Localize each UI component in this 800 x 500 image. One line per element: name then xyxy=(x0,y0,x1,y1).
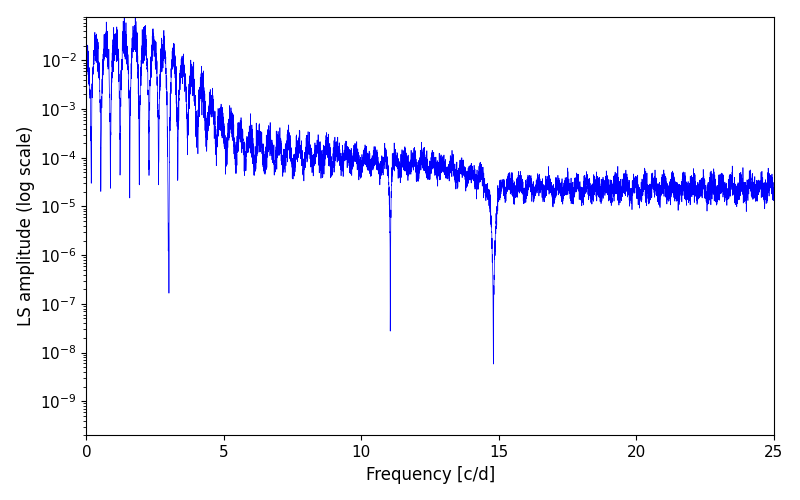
Y-axis label: LS amplitude (log scale): LS amplitude (log scale) xyxy=(17,126,34,326)
X-axis label: Frequency [c/d]: Frequency [c/d] xyxy=(366,466,494,483)
